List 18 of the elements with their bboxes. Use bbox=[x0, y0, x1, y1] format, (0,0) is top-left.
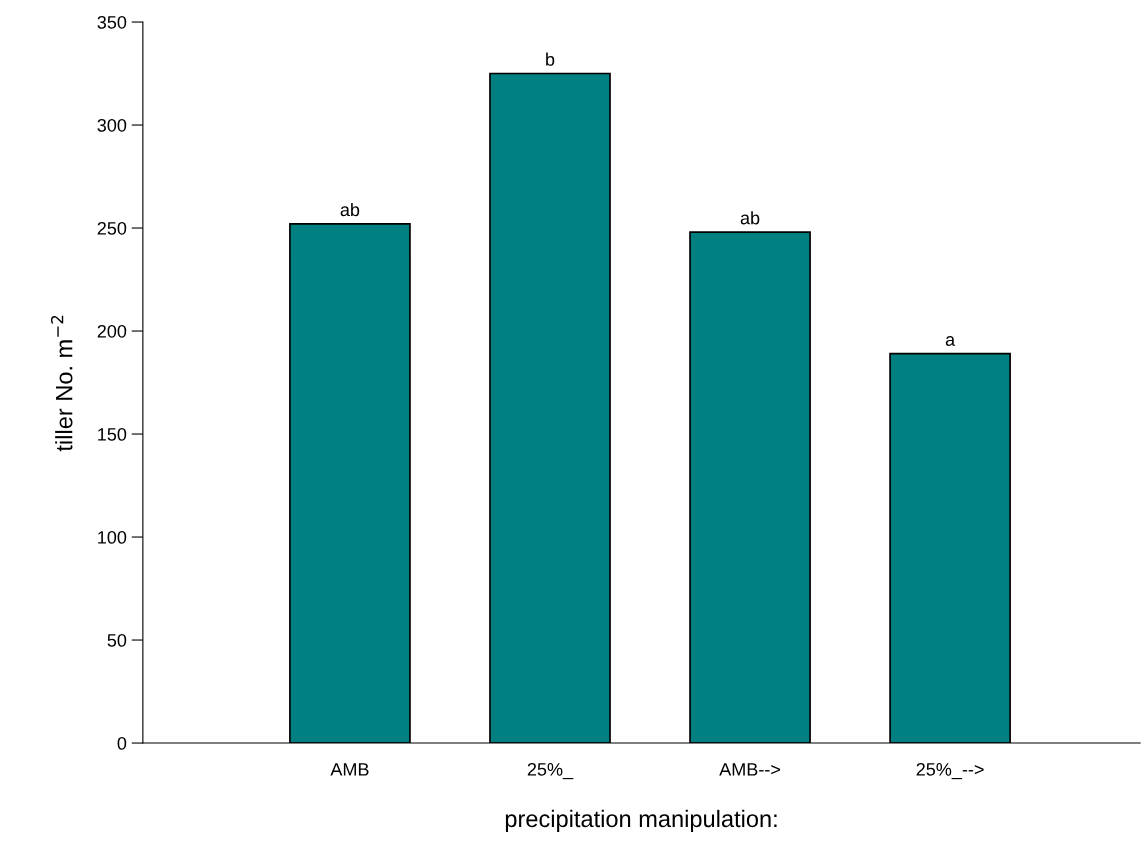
annotation: a bbox=[945, 336, 956, 346]
x-tick-label: 25%_ bbox=[527, 762, 574, 780]
x-tick-label: AMB bbox=[330, 763, 369, 776]
x-axis-title: precipitation manipulation: bbox=[505, 809, 777, 832]
annotation: ab bbox=[740, 211, 760, 225]
y-tick-label: 100 bbox=[98, 530, 127, 544]
y-tick-label: 300 bbox=[97, 118, 127, 132]
y-tick-label: 350 bbox=[97, 15, 127, 29]
x-tick-label: AMB--> bbox=[719, 763, 780, 776]
y-tick-label: 200 bbox=[97, 324, 127, 338]
y-tick-label: 0 bbox=[117, 736, 127, 750]
annotation: ab bbox=[340, 202, 360, 217]
y-axis-title: tiller No. m$^{−2}$ bbox=[50, 315, 73, 452]
y-tick-label: 150 bbox=[98, 427, 127, 441]
y-tick-label: 250 bbox=[97, 221, 127, 235]
y-tick-label: 50 bbox=[107, 633, 127, 647]
annotation: b bbox=[546, 52, 555, 66]
x-tick-label: 25%_--> bbox=[916, 762, 984, 780]
